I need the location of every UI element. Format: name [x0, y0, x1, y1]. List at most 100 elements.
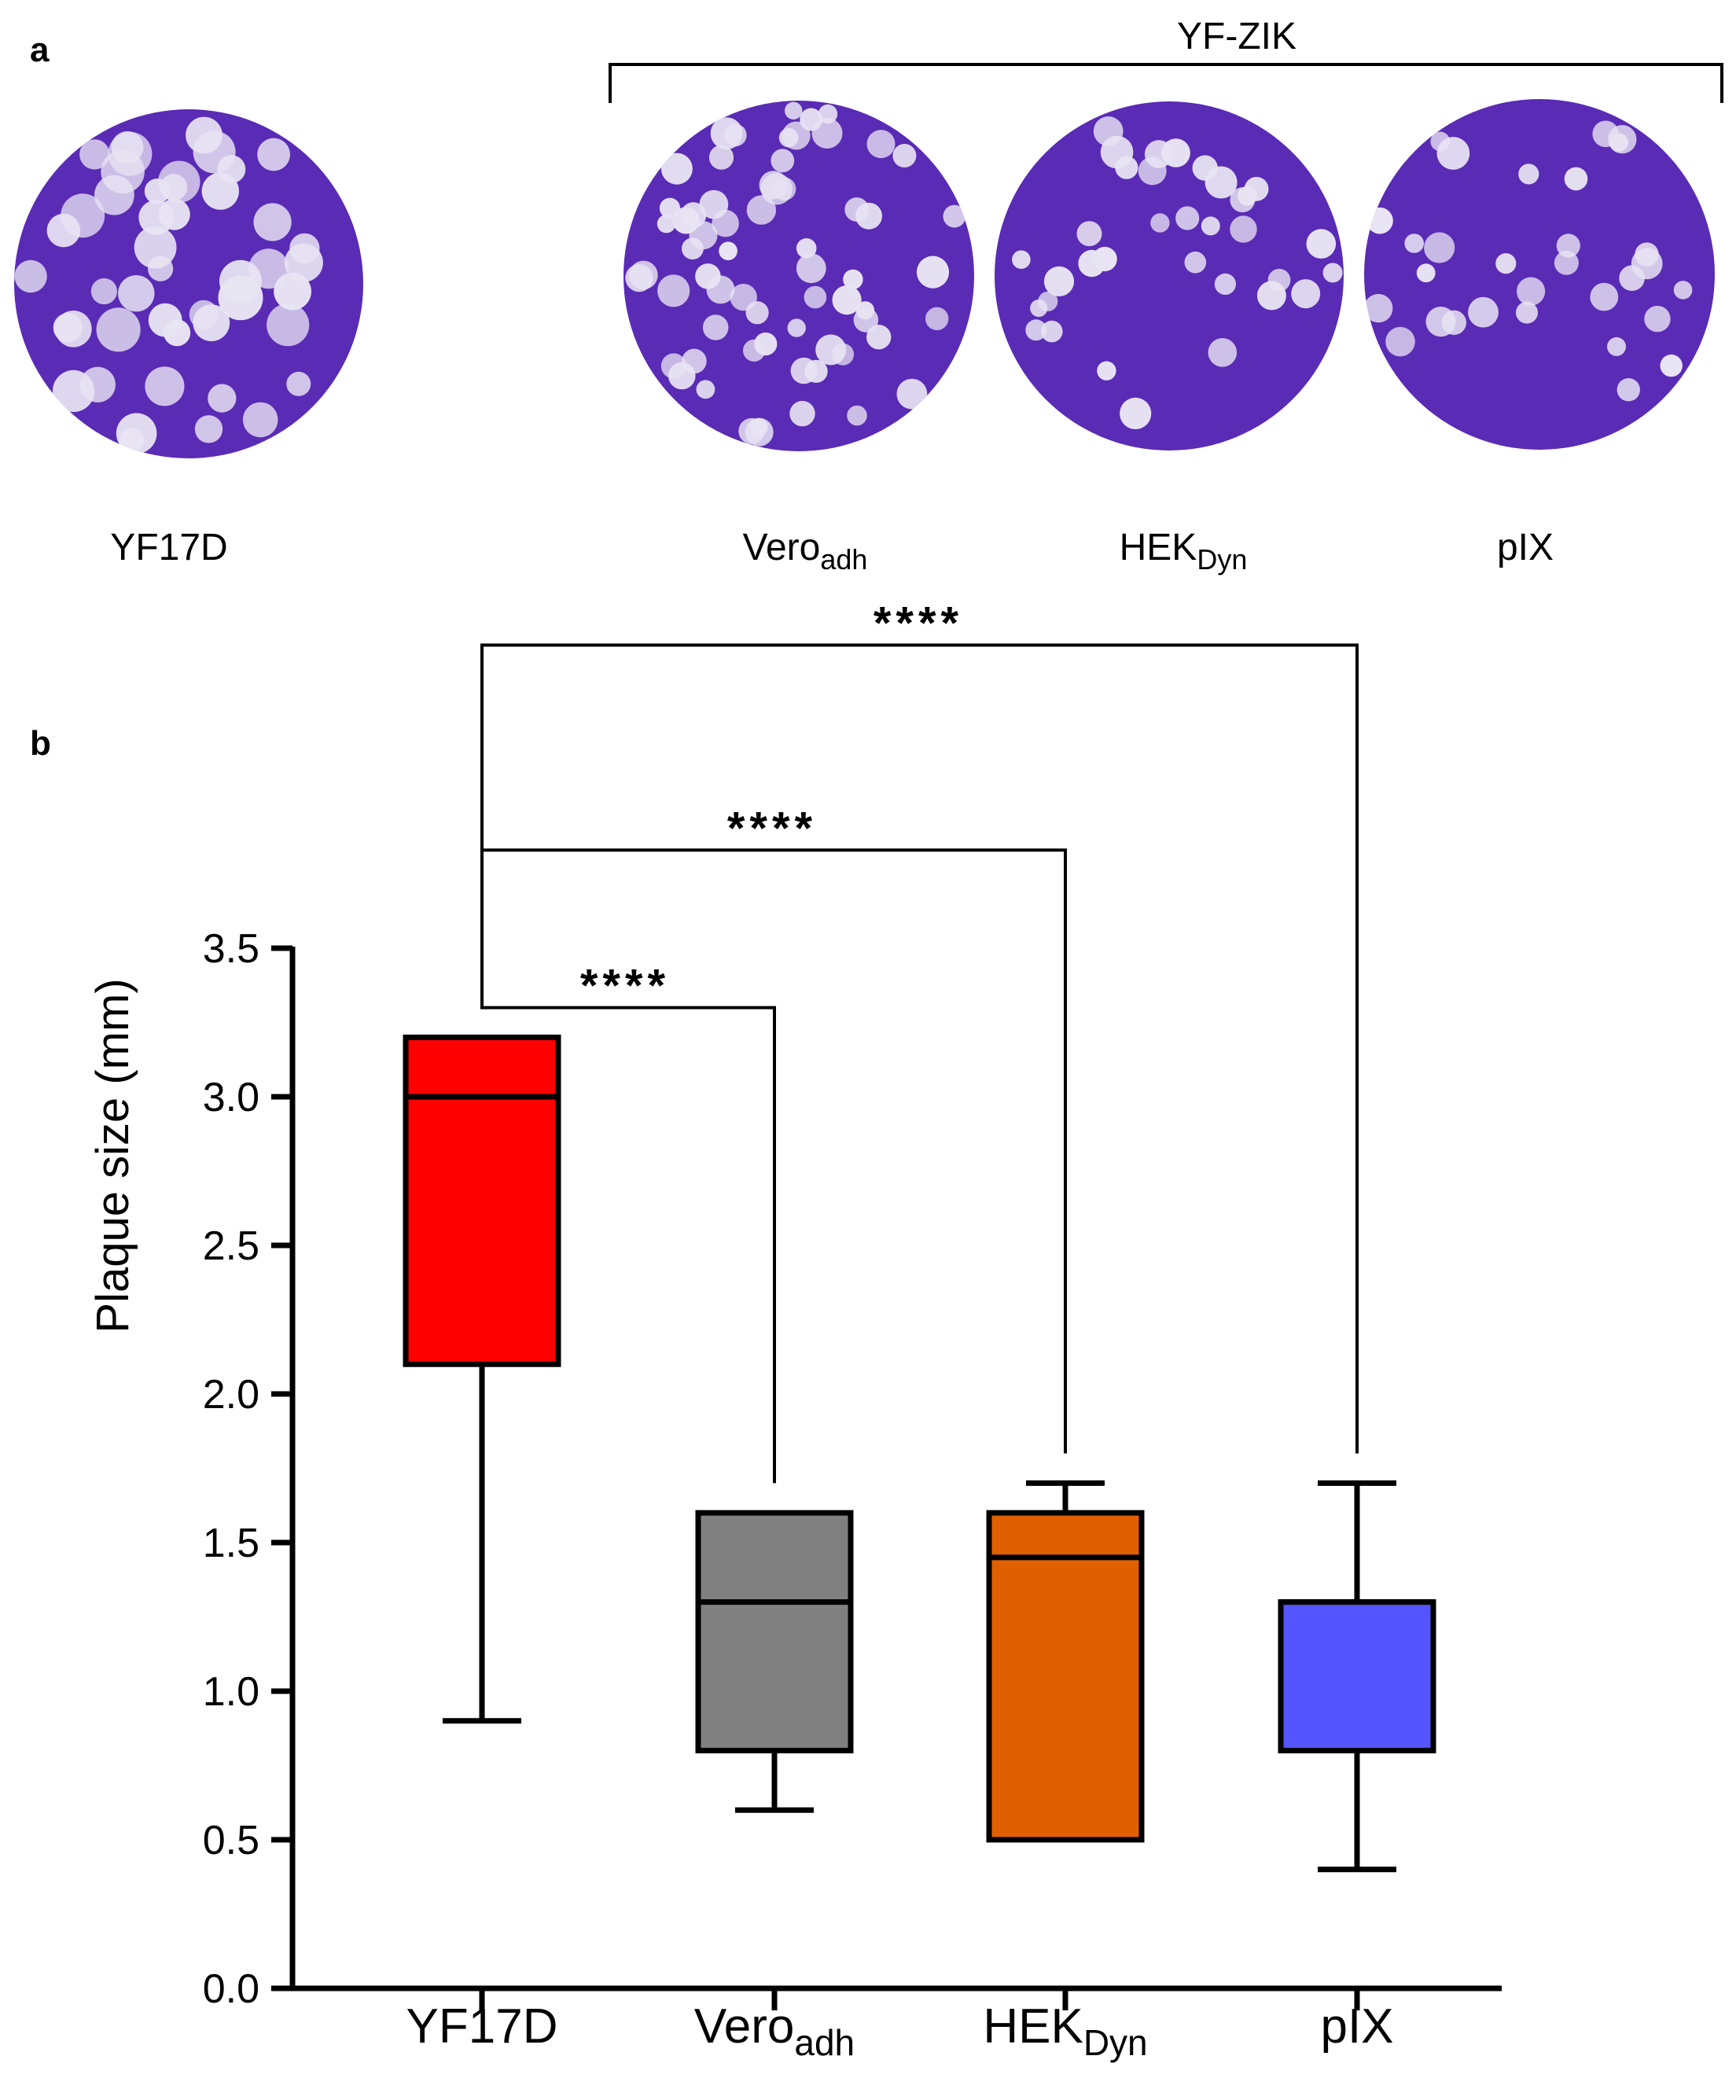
plaque	[194, 415, 223, 443]
box-3	[1278, 1480, 1436, 1873]
dish-pix-plaques	[1364, 120, 1693, 402]
plaque	[785, 101, 803, 120]
plaque	[657, 274, 690, 307]
box-plot: 0.0 0.5 1.0 1.5 2.0 2.5 3.0 3.5 **** **** ****	[203, 598, 1502, 2012]
plaque	[745, 417, 774, 447]
plaque	[896, 378, 928, 410]
plaque	[217, 155, 246, 184]
plaque	[1424, 232, 1455, 263]
plaque	[1616, 378, 1640, 402]
plaque	[1404, 234, 1424, 253]
plaque	[1025, 319, 1047, 341]
plaque	[847, 405, 867, 426]
plaque	[1518, 164, 1539, 185]
dish-label-hek: HEKDyn	[1120, 527, 1248, 576]
x-tick-label-vero: Veroadh	[694, 1999, 855, 2063]
plaque	[1150, 213, 1170, 233]
plaque	[1093, 116, 1124, 146]
plaque	[90, 278, 117, 305]
plaque	[1138, 156, 1167, 186]
plaque	[925, 307, 949, 330]
plaque	[1076, 221, 1102, 247]
plaque	[257, 138, 290, 171]
y-axis: 0.0 0.5 1.0 1.5 2.0 2.5 3.0 3.5	[203, 926, 296, 2012]
dish-hek	[995, 101, 1344, 451]
dish-hek-plaques	[1012, 116, 1343, 429]
plaque	[790, 357, 818, 384]
plaque	[1184, 251, 1207, 274]
significance-label: ****	[580, 961, 670, 1012]
plaque	[706, 275, 735, 304]
plaque	[1208, 338, 1238, 367]
plaque	[79, 139, 110, 170]
plaque	[118, 275, 155, 312]
box-2	[986, 1480, 1145, 1843]
plaque	[943, 204, 966, 228]
plaque	[1175, 206, 1200, 230]
plaque	[696, 380, 715, 399]
yf-zik-group-title: YF-ZIK	[1177, 16, 1296, 57]
iqr-box	[1278, 1599, 1436, 1754]
plaque	[1322, 263, 1343, 283]
plaque	[1468, 296, 1499, 328]
y-tick-label: 3.5	[203, 926, 259, 972]
y-tick-label: 2.0	[203, 1372, 259, 1418]
plaque	[134, 226, 177, 269]
plaque	[1078, 249, 1105, 278]
plaque	[1619, 265, 1645, 292]
plaque	[1192, 155, 1218, 181]
plaque	[843, 269, 863, 290]
plaque	[253, 203, 292, 241]
plaque	[668, 362, 696, 390]
plaque	[811, 118, 843, 149]
plaque	[746, 195, 777, 225]
boxes	[403, 1034, 1436, 1873]
x-axis	[290, 1985, 1502, 2010]
plaque	[1230, 215, 1257, 243]
plaque	[659, 197, 681, 219]
plaque	[1564, 167, 1588, 191]
plaque	[189, 300, 219, 329]
plaque	[218, 275, 263, 321]
plaque	[1516, 301, 1538, 324]
plaque	[164, 319, 191, 347]
plaque	[96, 307, 141, 352]
plaque	[186, 116, 223, 154]
plaque	[119, 428, 145, 453]
plaque	[1214, 273, 1236, 295]
plaque	[866, 325, 892, 350]
plaque	[1244, 177, 1269, 201]
x-tick-label-hek: HEKDyn	[983, 1999, 1147, 2063]
dish-pix	[1364, 99, 1715, 450]
plaque	[1041, 320, 1063, 343]
plaque	[1644, 305, 1671, 333]
plaque	[682, 237, 704, 260]
plaque	[759, 171, 788, 200]
plaque	[145, 366, 185, 406]
plaque	[55, 311, 92, 348]
plaque	[892, 144, 917, 167]
y-tick-label: 2.5	[203, 1223, 259, 1269]
plaque	[916, 256, 950, 289]
plaque	[787, 318, 806, 337]
plaque	[52, 370, 95, 412]
plaque	[208, 384, 237, 413]
significance-bracket	[480, 989, 776, 1484]
plaque	[1556, 234, 1580, 258]
plaque	[144, 178, 170, 204]
plaque	[712, 209, 739, 237]
plaque	[708, 145, 734, 170]
dish-yf17d-plaques	[14, 116, 323, 454]
plaque	[1012, 250, 1031, 270]
plaque	[1517, 277, 1546, 306]
plaque	[1590, 282, 1619, 311]
plaque	[657, 215, 676, 234]
y-tick-label: 3.0	[203, 1075, 259, 1120]
plaque	[1267, 268, 1291, 292]
plaque	[1430, 131, 1451, 152]
plaque	[782, 121, 811, 150]
plaque	[1043, 266, 1075, 296]
plaque	[248, 248, 289, 289]
dish-label-pix: pIX	[1497, 527, 1554, 568]
dish-yf17d	[14, 109, 363, 458]
